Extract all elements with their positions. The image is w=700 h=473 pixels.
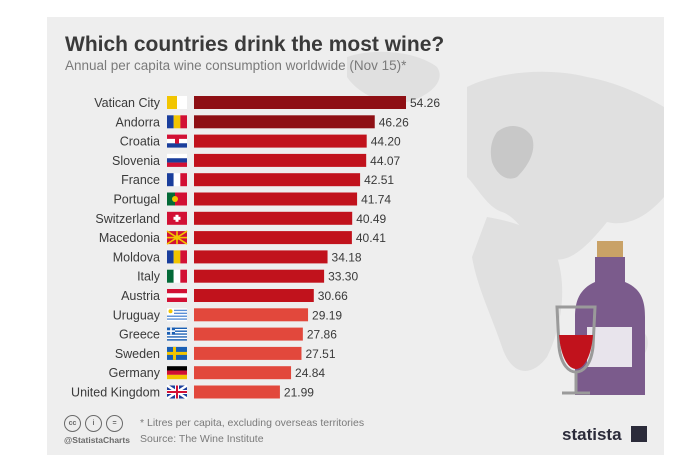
category-label: Moldova [113,250,160,264]
value-label: 29.19 [312,308,342,322]
category-label: Andorra [116,115,161,129]
croatia-flag-icon [167,134,187,148]
footnote: * Litres per capita, excluding overseas … [140,417,365,429]
value-label: 54.26 [410,96,440,110]
macedonia-flag-icon [166,230,188,245]
bar [194,308,309,322]
category-label: Italy [137,270,161,284]
slovenia-flag-icon [167,153,187,167]
bar [194,192,358,206]
andorra-flag-icon [167,115,187,129]
no-derivatives-icon: = [106,415,123,432]
value-label: 40.41 [356,231,386,245]
chart-subtitle: Annual per capita wine consumption world… [65,58,407,73]
uruguay-flag-icon [167,308,187,322]
value-label: 21.99 [284,386,314,400]
statista-logo: statista [562,425,622,444]
bar-chart: Vatican City 54.26 Andorra 46.26 Croatia 44.2… [71,51,664,400]
bar [194,231,352,245]
category-label: Switzerland [95,212,160,226]
value-label: 42.51 [364,173,394,187]
category-label: France [121,173,160,187]
twitter-handle: @StatistaCharts [64,435,130,445]
wine-illustration [555,241,645,395]
cc-license-icon: cc [64,415,81,432]
wine-fill-icon [559,335,593,369]
italy-flag-icon [167,269,187,283]
bar [194,134,367,148]
value-label: 33.30 [328,270,358,284]
source-note: Source: The Wine Institute [140,433,264,445]
bar [194,327,303,341]
value-label: 27.86 [307,328,337,342]
bar-rows: Vatican City 54.26 Andorra 46.26 Croatia 44.2… [71,96,440,400]
chart-title: Which countries drink the most wine? [65,33,445,56]
bar [194,385,280,399]
bar [194,366,292,380]
category-label: Uruguay [113,308,161,322]
category-label: Greece [119,328,160,342]
value-label: 41.74 [361,193,391,207]
category-label: Croatia [120,135,160,149]
bar [194,153,367,167]
vatican-flag-icon [167,96,187,109]
bar [194,346,302,360]
portugal-flag-icon [167,192,187,206]
austria-flag-icon [167,289,187,302]
category-label: Slovenia [112,154,160,168]
sweden-flag-icon [167,346,187,360]
value-label: 27.51 [305,347,335,361]
bar [194,115,375,129]
bar [194,289,314,302]
bar [194,269,325,283]
france-flag-icon [167,173,187,187]
cork-icon [597,241,623,257]
value-label: 44.20 [371,135,401,149]
value-label: 40.49 [356,212,386,226]
category-label: Sweden [115,347,160,361]
value-label: 30.66 [318,289,348,303]
bar [194,173,361,187]
moldova-flag-icon [167,250,187,264]
chart-card: Vatican City 54.26 Andorra 46.26 Croatia 44.2… [47,17,664,455]
bar [194,211,353,225]
category-label: Macedonia [99,231,160,245]
statista-logo-icon [631,426,647,442]
value-label: 44.07 [370,154,400,168]
category-label: Austria [121,289,160,303]
bar [194,250,328,264]
bar [194,96,406,109]
europe-highlight [490,125,534,179]
category-label: United Kingdom [71,386,160,400]
category-label: Portugal [113,193,160,207]
attribution-icon: i [85,415,102,432]
category-label: Germany [109,366,161,380]
category-label: Vatican City [94,96,161,110]
value-label: 34.18 [332,250,362,264]
bottle-icon [575,257,645,395]
switzerland-flag-icon [167,211,187,225]
value-label: 46.26 [379,115,409,129]
greece-flag-icon [167,327,187,341]
value-label: 24.84 [295,366,325,380]
uk-flag-icon [166,384,188,400]
germany-flag-icon [167,366,187,380]
